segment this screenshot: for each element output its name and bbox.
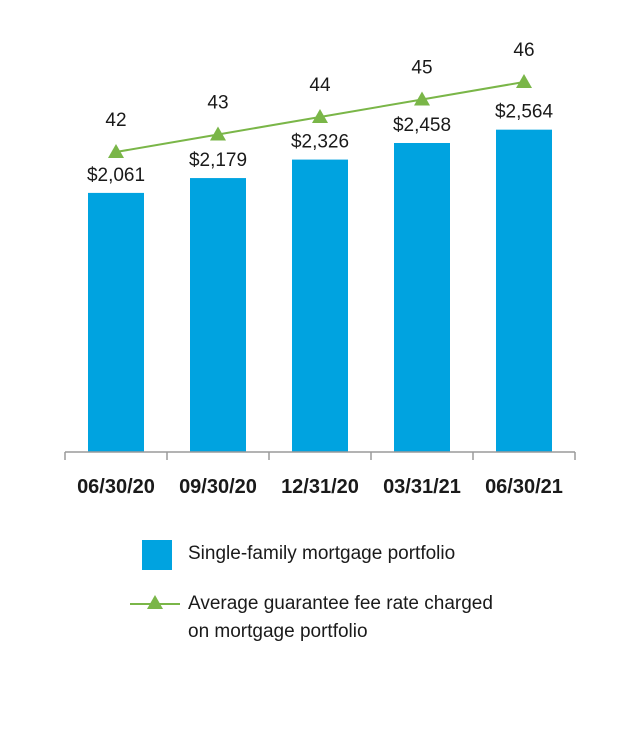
legend-bar-swatch	[142, 540, 172, 570]
x-tick-label: 03/31/21	[383, 476, 461, 498]
legend-line-label: Average guarantee fee rate charged on mo…	[188, 590, 493, 646]
x-tick-label: 06/30/21	[485, 476, 563, 498]
legend-bar-label: Single-family mortgage portfolio	[188, 543, 456, 564]
fee-rate-marker	[312, 109, 328, 123]
fee-rate-marker	[210, 126, 226, 141]
legend-line-swatch	[130, 590, 180, 620]
fee-rate-marker	[108, 144, 124, 158]
legend-line-label-line2: on mortgage portfolio	[188, 621, 368, 642]
fee-rate-marker	[414, 91, 430, 106]
fee-rate-value-label: 42	[105, 110, 126, 131]
x-tick-label: 12/31/20	[281, 476, 359, 498]
bar	[190, 178, 246, 452]
legend-item-line: Average guarantee fee rate charged on mo…	[130, 590, 493, 646]
bar-value-label: $2,061	[87, 165, 145, 186]
x-tick-label: 09/30/20	[179, 476, 257, 498]
bar-value-label: $2,326	[291, 132, 349, 153]
fee-rate-value-label: 45	[411, 58, 432, 79]
legend-line-label-line1: Average guarantee fee rate charged	[188, 593, 493, 614]
bar-value-label: $2,564	[495, 102, 554, 123]
bar	[394, 142, 450, 452]
legend: Single-family mortgage portfolio Average…	[130, 540, 493, 666]
fee-rate-value-label: 44	[309, 75, 331, 96]
fee-rate-value-label: 46	[513, 40, 534, 61]
fee-rate-value-label: 43	[207, 93, 228, 114]
chart: $2,061 $2,179 $2,326 $2,458 $2,564 06/30/20 09…	[64, 40, 576, 498]
fee-rate-marker	[516, 74, 532, 88]
legend-item-bar: Single-family mortgage portfolio	[130, 540, 493, 570]
bar-value-label: $2,458	[393, 115, 451, 136]
bar	[496, 129, 552, 452]
bar	[292, 159, 348, 453]
x-tick-label: 06/30/20	[77, 476, 155, 498]
bar	[88, 192, 144, 452]
bar-value-label: $2,179	[189, 150, 247, 171]
